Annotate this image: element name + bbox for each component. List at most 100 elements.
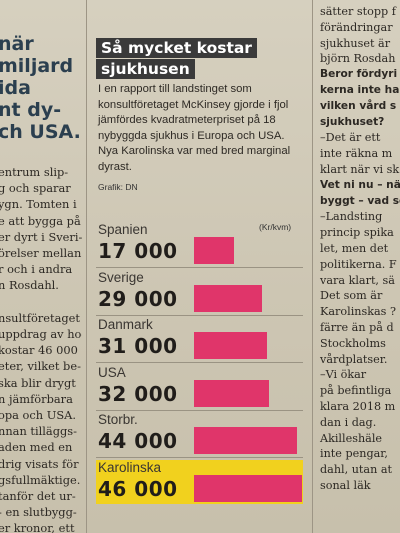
right-body-line: vilken vård s <box>320 99 397 112</box>
right-body-line: sätter stopp f <box>320 5 396 18</box>
left-body-line: gsfullmäktige. <box>0 472 81 487</box>
right-body-line: sonal läk <box>320 478 371 492</box>
value-label: 29 000 <box>98 286 178 311</box>
right-column: sätter stopp f förändringar sjukhuset är bj… <box>316 0 400 533</box>
left-body-line: r och i andra <box>0 262 73 277</box>
bar <box>194 379 269 407</box>
left-headline-line: ida <box>0 77 31 99</box>
right-body-line: sjukhuset? <box>320 115 385 128</box>
right-body-line: klart när vi sk <box>320 162 400 176</box>
infographic: Så mycket kostar sjukhusen I en rapport … <box>92 30 310 530</box>
country-label: Spanien <box>98 222 148 237</box>
infographic-lede: I en rapport till landstinget som konsul… <box>98 83 291 173</box>
row-separator <box>96 314 303 316</box>
infographic-title: Så mycket kostar sjukhusen <box>96 38 257 80</box>
right-body-line: sjukhuset är <box>320 36 391 50</box>
chart-row: USA 32 000 <box>96 364 303 411</box>
right-body-line: dahl, utan at <box>320 463 393 477</box>
chart-row: Storbr. 44 000 <box>96 412 303 458</box>
left-body-line: er dyrt i Sveri- <box>0 229 82 244</box>
right-body-line: princip spika <box>320 226 394 240</box>
right-body-line: Vet ni nu – nä <box>320 178 400 191</box>
left-column: när miljard ida nt dy-ch USA. entrum slip-g… <box>0 0 82 533</box>
left-headline-line: miljard <box>0 55 74 77</box>
row-separator <box>96 457 303 458</box>
column-rule-left <box>86 0 87 533</box>
left-body-line: örelser mellan <box>0 246 82 261</box>
right-body-line: byggt – vad so <box>320 194 400 207</box>
right-body-line: inte pengar, <box>320 447 388 461</box>
left-body-line: ygn. Tomten i <box>0 197 77 212</box>
left-body-line: uppdrag av ho- <box>0 327 82 342</box>
left-body-line: tanför det ur- <box>0 489 76 504</box>
left-body-line: opa och USA. <box>0 408 77 423</box>
unit-label: (Kr/kvm) <box>259 222 292 232</box>
right-body-line: Det som är <box>320 289 383 303</box>
left-body-line: aden med en <box>0 440 73 455</box>
left-body-line: nsultföretaget <box>0 310 80 325</box>
right-body-line: –Det är ett <box>320 131 381 145</box>
left-body-line <box>0 294 82 310</box>
value-label: 46 000 <box>98 476 178 501</box>
chart-row: Sverige 29 000 <box>96 269 303 316</box>
left-body-line: entrum slip- <box>0 165 69 179</box>
value-label: 17 000 <box>98 239 178 263</box>
right-body-line: let, men det <box>320 241 389 255</box>
right-body-text: sätter stopp f förändringar sjukhuset är bj… <box>320 4 400 494</box>
row-separator <box>96 362 303 363</box>
right-body-line: –Vi ökar <box>320 368 367 382</box>
title-line-2: sjukhusen <box>96 59 195 79</box>
right-body-line: Stockholms <box>320 336 386 350</box>
left-body-line: n jämförbara <box>0 391 73 406</box>
country-label: Storbr. <box>98 412 138 427</box>
left-body-line: drig visats för <box>0 456 79 471</box>
chart-row: Spanien 17 000 <box>96 222 303 268</box>
right-body-line: dan i dag. <box>320 415 377 429</box>
bar <box>194 474 302 502</box>
left-body-line: nnan tilläggs- <box>0 424 77 439</box>
right-body-line: färre än på d <box>320 320 394 334</box>
left-body-line: - en slutbygg- <box>0 505 77 520</box>
right-body-line: Beror fördyri <box>320 68 398 81</box>
right-body-line: inte räkna m <box>320 147 393 161</box>
right-body-line: kerna inte ha <box>320 83 400 96</box>
right-body-line: klara 2018 m <box>320 399 396 413</box>
left-headline-line: nt dy- <box>0 99 62 121</box>
left-headline: när miljard ida nt dy-ch USA. <box>0 33 81 143</box>
bar <box>194 284 262 312</box>
right-body-line: på befintliga <box>320 384 392 398</box>
left-body-line: ska blir drygt <box>0 375 76 390</box>
country-label: Danmark <box>98 317 153 332</box>
row-separator <box>96 267 303 268</box>
right-body-line: björn Rosdah <box>320 52 396 66</box>
value-label: 44 000 <box>98 429 178 453</box>
country-label: Karolinska <box>98 459 162 475</box>
left-body-line: e att bygga på <box>0 213 81 228</box>
left-body-line: er kronor, ett <box>0 521 75 533</box>
bar <box>194 332 267 359</box>
right-body-line: Akilleshäle <box>320 431 383 445</box>
left-body-line: g och sparar <box>0 181 71 196</box>
value-label: 32 000 <box>98 381 178 406</box>
left-body-line: n Rosdahl. <box>0 278 59 293</box>
left-body-line: kostar 46 000 <box>0 343 78 358</box>
column-rule-right <box>312 0 313 533</box>
bar <box>194 237 234 264</box>
left-headline-line: när <box>0 33 34 55</box>
right-body-line: vårdplatser. <box>320 352 388 366</box>
bar <box>194 427 297 454</box>
left-body-line: eter, vilket be- <box>0 359 81 374</box>
country-label: Sverige <box>98 269 144 285</box>
chart-row: Danmark 31 000 <box>96 317 303 363</box>
row-separator <box>96 409 303 411</box>
right-body-line: –Landsting <box>320 210 383 224</box>
left-headline-line: ch USA. <box>0 121 81 143</box>
right-body-line: Karolinskas ? <box>320 305 396 319</box>
title-line-1: Så mycket kostar <box>96 38 257 58</box>
right-body-line: vara klart, sä <box>320 273 395 287</box>
country-label: USA <box>98 364 126 380</box>
value-label: 31 000 <box>98 334 178 358</box>
graphic-credit: Grafik: DN <box>98 182 138 192</box>
